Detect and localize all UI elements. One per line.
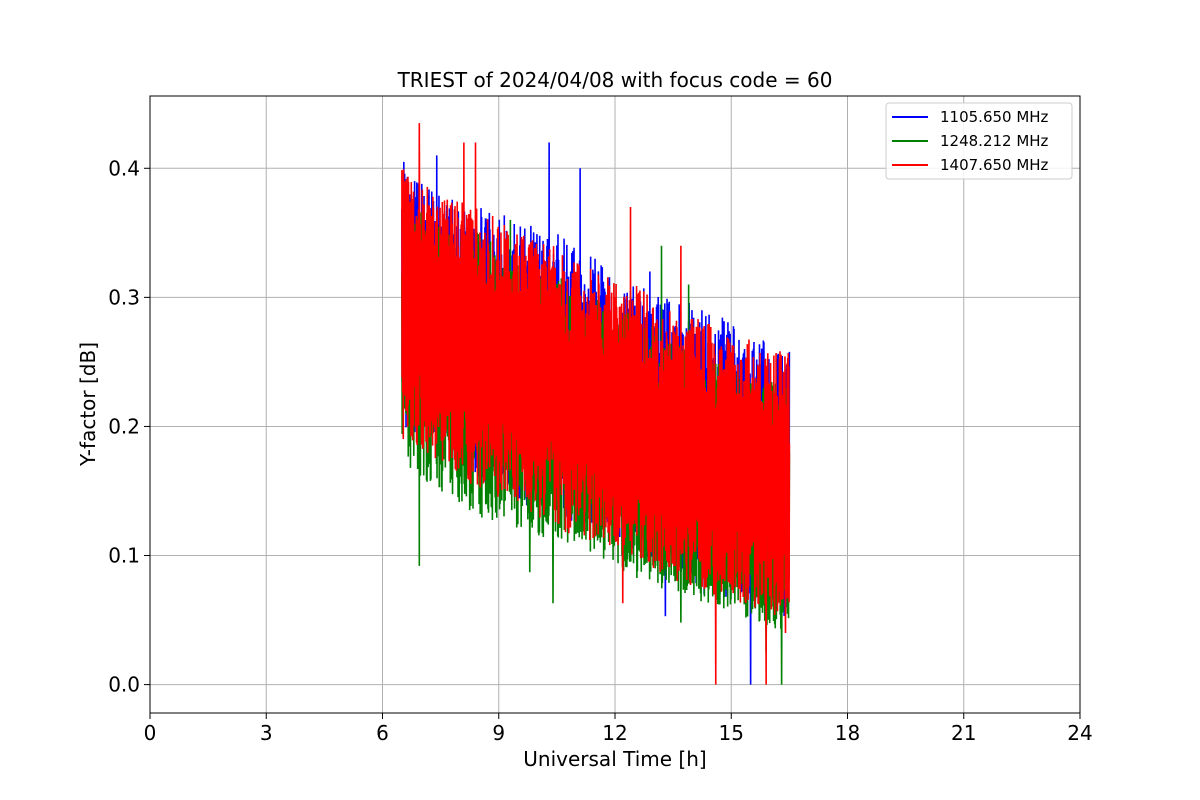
x-tick-label: 24 xyxy=(1067,721,1092,745)
series-layer xyxy=(401,123,791,685)
x-axis: 0 3 6 9 12 15 18 21 24 xyxy=(144,713,1093,745)
legend-label: 1105.650 MHz xyxy=(940,108,1049,126)
y-tick-label: 0.0 xyxy=(108,673,140,697)
x-tick-label: 12 xyxy=(602,721,627,745)
y-tick-label: 0.2 xyxy=(108,414,140,438)
legend: 1105.650 MHz 1248.212 MHz 1407.650 MHz xyxy=(885,102,1073,180)
y-tick-label: 0.1 xyxy=(108,544,140,568)
legend-label: 1407.650 MHz xyxy=(940,156,1049,174)
legend-box xyxy=(885,102,1073,180)
x-tick-label: 15 xyxy=(719,721,744,745)
y-axis: 0.0 0.1 0.2 0.3 0.4 xyxy=(108,156,150,697)
chart-title: TRIEST of 2024/04/08 with focus code = 6… xyxy=(397,68,833,92)
x-tick-label: 3 xyxy=(260,721,273,745)
x-tick-label: 9 xyxy=(492,721,505,745)
y-tick-label: 0.4 xyxy=(108,156,140,180)
x-axis-label: Universal Time [h] xyxy=(523,747,706,771)
y-tick-label: 0.3 xyxy=(108,285,140,309)
x-tick-label: 18 xyxy=(835,721,860,745)
series-line-3 xyxy=(401,123,791,685)
x-tick-label: 0 xyxy=(144,721,157,745)
x-tick-label: 21 xyxy=(951,721,976,745)
legend-label: 1248.212 MHz xyxy=(940,132,1049,150)
x-tick-label: 6 xyxy=(376,721,389,745)
y-axis-label: Y-factor [dB] xyxy=(76,342,100,467)
